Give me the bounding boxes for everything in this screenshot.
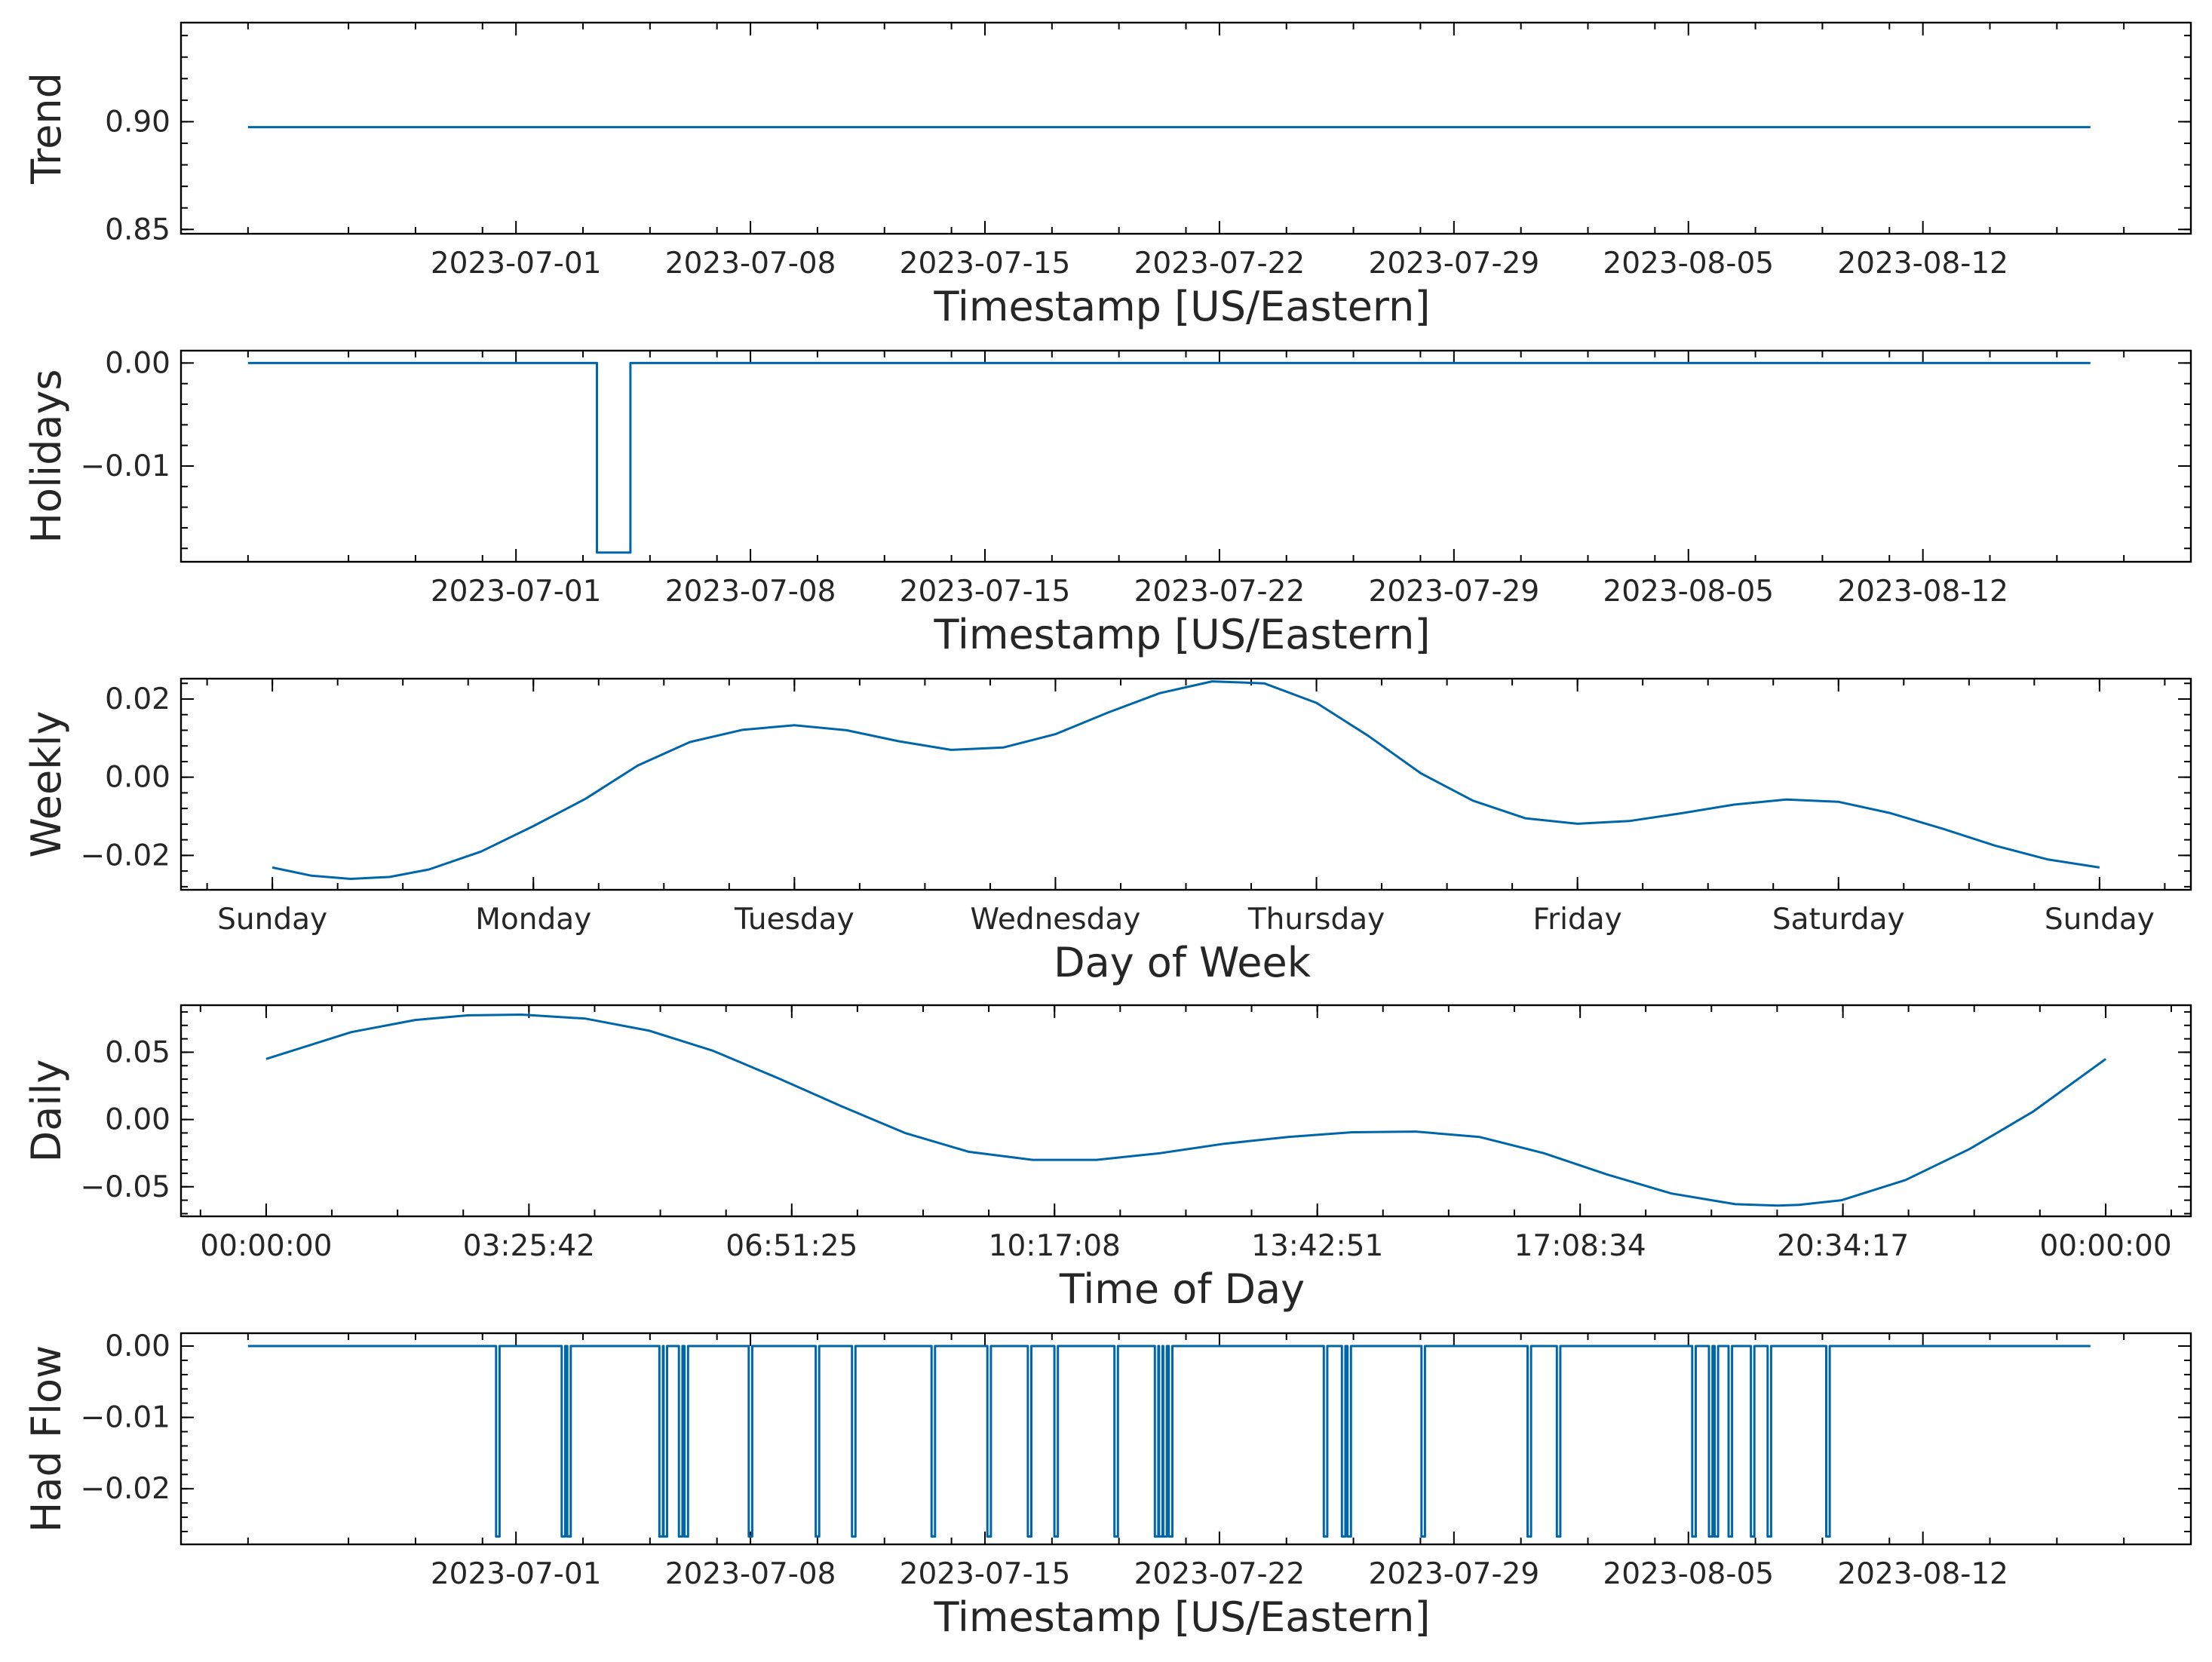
panel-2-y-tick-label: 0.00	[105, 346, 170, 380]
panel-1-x-tick-label: 2023-08-12	[1837, 247, 2008, 281]
panel-5-y-axis-label: Had Flow	[23, 1345, 70, 1532]
panel-3-x-tick-label: Sunday	[217, 903, 327, 937]
panel-3-x-tick-label: Sunday	[2045, 903, 2155, 937]
panel-1-y-axis-label: Trend	[23, 72, 70, 185]
panel-2-x-tick-label: 2023-07-15	[900, 575, 1071, 609]
panel-3-x-tick-label: Friday	[1533, 903, 1622, 937]
panel-2-x-axis-label: Timestamp [US/Eastern]	[934, 611, 1431, 658]
panel-5-y-tick-label: 0.00	[105, 1329, 170, 1363]
panel-5-x-tick-label: 2023-07-01	[431, 1557, 602, 1591]
panel-4-y-tick-label: −0.05	[80, 1170, 170, 1204]
panel-1-x-tick-label: 2023-07-08	[665, 247, 836, 281]
panel-2-frame	[179, 349, 2192, 563]
panel-4-x-tick-label: 17:08:34	[1514, 1229, 1646, 1263]
panel-5-x-axis-label: Timestamp [US/Eastern]	[934, 1593, 1431, 1641]
panel-5-x-tick-label: 2023-07-22	[1134, 1557, 1305, 1591]
panel-2-x-tick-label: 2023-08-12	[1837, 575, 2008, 609]
panel-1-y-tick-label: 0.85	[105, 213, 170, 247]
panel-4-y-tick-label: 0.05	[105, 1035, 170, 1069]
panel-4-y-axis-label: Daily	[23, 1059, 70, 1163]
panel-4-x-tick-label: 00:00:00	[2039, 1229, 2171, 1263]
panel-1-x-tick-label: 2023-07-22	[1134, 247, 1305, 281]
panel-1-x-tick-label: 2023-08-05	[1603, 247, 1774, 281]
panel-2-x-tick-label: 2023-07-08	[665, 575, 836, 609]
panel-3-x-tick-label: Saturday	[1772, 903, 1905, 937]
panel-3-y-tick-label: −0.02	[80, 839, 170, 872]
panel-4-x-tick-label: 00:00:00	[200, 1229, 332, 1263]
panel-1-y-tick-label: 0.90	[105, 105, 170, 139]
panel-5-x-tick-label: 2023-07-29	[1369, 1557, 1540, 1591]
panel-5-y-tick-label: −0.01	[80, 1401, 170, 1435]
panel-3-y-tick-label: 0.00	[105, 761, 170, 795]
panel-5-frame	[179, 1332, 2192, 1546]
panel-3-x-tick-label: Monday	[475, 903, 591, 937]
panel-5-x-tick-label: 2023-07-08	[665, 1557, 836, 1591]
panel-1-x-tick-label: 2023-07-29	[1369, 247, 1540, 281]
panel-5-x-tick-label: 2023-07-15	[900, 1557, 1071, 1591]
panel-3-y-tick-label: 0.02	[105, 682, 170, 716]
panel-5-series-line	[247, 1345, 2091, 1538]
panel-3-y-axis-label: Weekly	[23, 711, 70, 858]
panel-5-y-tick-label: −0.02	[80, 1472, 170, 1506]
panel-2-x-tick-label: 2023-07-01	[431, 575, 602, 609]
panel-3-x-axis-label: Day of Week	[1054, 939, 1312, 986]
panel-4-x-tick-label: 03:25:42	[463, 1229, 595, 1263]
panel-4-x-tick-label: 06:51:25	[726, 1229, 857, 1263]
panel-3-x-tick-label: Thursday	[1247, 903, 1385, 937]
panel-1-x-tick-label: 2023-07-01	[431, 247, 602, 281]
panel-4-y-tick-label: 0.00	[105, 1103, 170, 1137]
panel-2-x-tick-label: 2023-07-29	[1369, 575, 1540, 609]
panel-3-x-tick-label: Tuesday	[734, 903, 854, 937]
panel-2-series-line	[247, 361, 2091, 554]
panel-2-x-tick-label: 2023-07-22	[1134, 575, 1305, 609]
panel-1-x-axis-label: Timestamp [US/Eastern]	[934, 283, 1431, 330]
panel-5-x-tick-label: 2023-08-05	[1603, 1557, 1774, 1591]
panel-4-x-tick-label: 20:34:17	[1777, 1229, 1909, 1263]
panel-3-series-line	[272, 680, 2100, 880]
panel-3-frame	[179, 677, 2192, 891]
panel-2-x-tick-label: 2023-08-05	[1603, 575, 1774, 609]
panel-2-y-axis-label: Holidays	[23, 369, 70, 543]
panel-4-x-tick-label: 10:17:08	[989, 1229, 1121, 1263]
panel-4-x-tick-label: 13:42:51	[1251, 1229, 1383, 1263]
panel-1-x-tick-label: 2023-07-15	[900, 247, 1071, 281]
panel-4-x-axis-label: Time of Day	[1059, 1265, 1305, 1313]
panel-2-y-tick-label: −0.01	[80, 449, 170, 483]
panel-5-x-tick-label: 2023-08-12	[1837, 1557, 2008, 1591]
panel-3-x-tick-label: Wednesday	[971, 903, 1141, 937]
panel-4-series-line	[265, 1013, 2106, 1207]
